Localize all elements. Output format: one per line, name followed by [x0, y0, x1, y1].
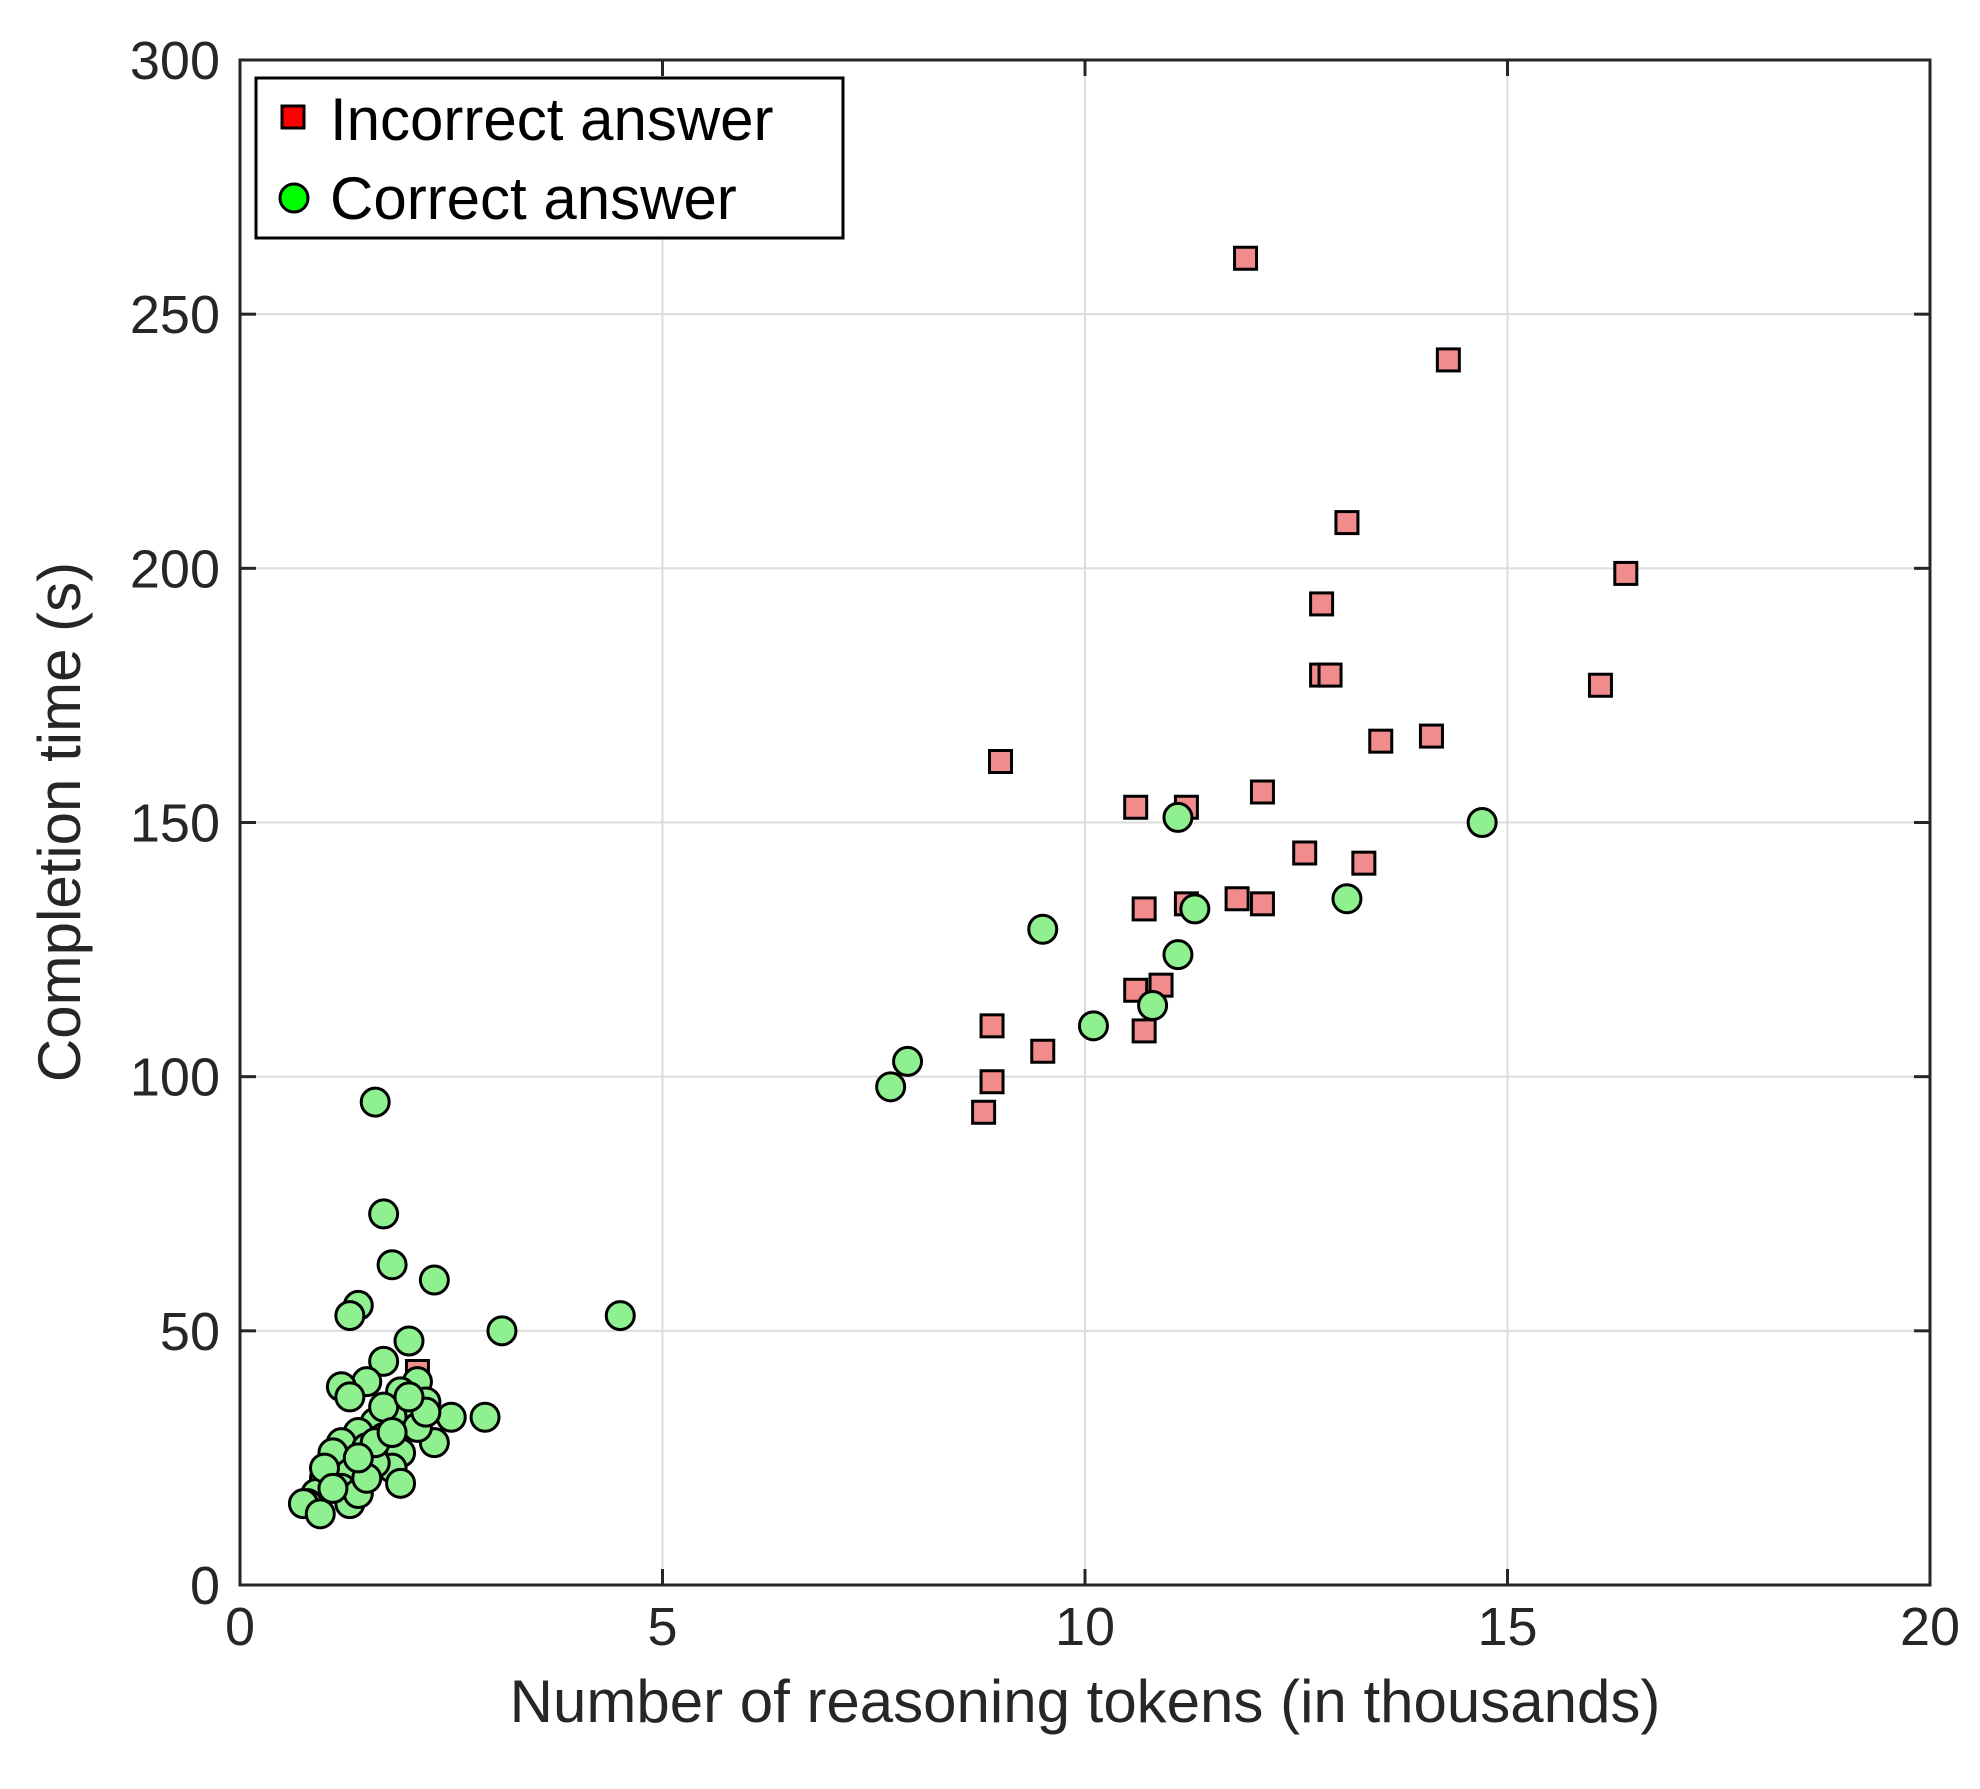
x-tick-label: 5: [647, 1597, 677, 1657]
correct-answer-point: [875, 1071, 907, 1103]
y-tick-label: 200: [130, 539, 220, 599]
correct-answer-point: [304, 1498, 336, 1530]
correct-answer-point: [393, 1325, 425, 1357]
y-tick-label: 50: [160, 1302, 220, 1362]
y-axis-title: Completion time (s): [26, 562, 93, 1082]
correct-answer-point: [359, 1086, 391, 1118]
incorrect-answer-point: [1334, 510, 1360, 536]
correct-answer-point: [418, 1264, 450, 1296]
correct-answer-point: [1331, 883, 1363, 915]
incorrect-answer-point: [988, 749, 1013, 774]
x-tick-label: 10: [1055, 1597, 1115, 1657]
plot-frame: [238, 58, 1932, 1587]
correct-answer-point: [1162, 801, 1194, 833]
correct-answer-point: [1162, 939, 1194, 971]
incorrect-answer-point: [1249, 779, 1275, 805]
correct-answer-point: [604, 1300, 636, 1332]
correct-answer-point: [334, 1300, 366, 1332]
correct-answer-point: [1137, 990, 1169, 1021]
incorrect-answer-point: [1587, 672, 1613, 698]
y-tick-label: 250: [130, 285, 220, 345]
incorrect-answer-point: [1224, 886, 1250, 912]
correct-answer-point: [1077, 1010, 1109, 1042]
y-tick-label: 0: [190, 1556, 220, 1616]
correct-answer-point: [334, 1381, 366, 1413]
incorrect-answer-point: [971, 1099, 997, 1125]
legend-marker-correct: [278, 182, 310, 214]
x-axis-title: Number of reasoning tokens (in thousands…: [510, 1668, 1661, 1735]
incorrect-answer-point: [979, 1013, 1005, 1039]
incorrect-answer-point: [1030, 1038, 1056, 1064]
incorrect-answer-point: [1613, 560, 1639, 586]
correct-answer-point: [892, 1045, 924, 1077]
correct-answer-point: [1179, 893, 1211, 925]
incorrect-answer-point: [1123, 794, 1149, 820]
correct-answer-point: [1466, 807, 1498, 838]
incorrect-answer-point: [1131, 896, 1157, 922]
legend: Incorrect answer Correct answer: [254, 76, 845, 240]
grid-layer: [240, 60, 1930, 1585]
correct-answer-point: [435, 1401, 467, 1433]
correct-answer-point: [342, 1442, 374, 1474]
incorrect-answer-point: [1368, 728, 1394, 754]
point-layer: [287, 245, 1639, 1530]
correct-answer-point: [368, 1345, 400, 1377]
incorrect-answer-point: [1435, 347, 1461, 373]
correct-answer-point: [486, 1315, 518, 1347]
legend-label-correct: Correct answer: [330, 165, 737, 232]
incorrect-answer-point: [1351, 850, 1377, 876]
correct-answer-point: [317, 1472, 349, 1504]
incorrect-answer-point: [1131, 1018, 1157, 1044]
y-tick-label: 150: [130, 794, 220, 854]
legend-marker-incorrect: [280, 104, 306, 130]
correct-answer-point: [376, 1249, 408, 1281]
legend-label-incorrect: Incorrect answer: [330, 86, 774, 153]
incorrect-answer-point: [1233, 245, 1259, 271]
incorrect-answer-point: [1292, 840, 1318, 866]
correct-answer-point: [376, 1417, 408, 1448]
incorrect-answer-point: [1418, 723, 1444, 749]
y-tick-label: 300: [130, 31, 220, 91]
y-tick-label: 100: [130, 1048, 220, 1108]
correct-answer-point: [469, 1401, 501, 1433]
x-tick-label: 0: [225, 1597, 255, 1657]
correct-answer-point: [368, 1198, 400, 1230]
x-tick-label: 20: [1900, 1597, 1960, 1657]
correct-answer-point: [393, 1381, 425, 1413]
legend-box: [254, 76, 845, 240]
correct-answer-point: [1027, 913, 1059, 945]
incorrect-answer-point: [1317, 662, 1343, 688]
incorrect-answer-point: [1249, 891, 1275, 917]
x-tick-label: 15: [1477, 1597, 1537, 1657]
incorrect-answer-point: [1309, 591, 1335, 617]
incorrect-answer-point: [979, 1069, 1005, 1095]
correct-answer-point: [368, 1391, 400, 1423]
correct-answer-point: [385, 1467, 417, 1499]
